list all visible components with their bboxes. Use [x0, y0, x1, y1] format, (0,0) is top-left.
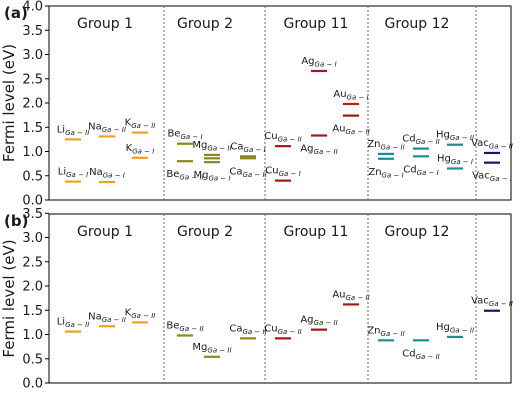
dopant-label: ZnGa − I	[368, 167, 403, 180]
y-tick-label: 0.0	[22, 377, 43, 392]
dopant-label: AgGa − I	[301, 56, 336, 69]
dopant-label: KGa − I	[126, 143, 155, 156]
dopant-label: CuGa − II	[264, 131, 302, 144]
dopant-label: LiGa − I	[58, 167, 88, 180]
y-tick-label: 2.5	[22, 72, 43, 87]
y-tick-label: 1.0	[22, 145, 43, 160]
y-tick-label: 0.0	[22, 194, 43, 209]
dopant-label: KGa − II	[125, 118, 156, 130]
dopant-label: AgGa − II	[300, 315, 337, 328]
dopant-label: LiGa − II	[57, 317, 90, 330]
y-tick-label: 1.5	[22, 304, 43, 319]
panel-label: (a)	[4, 4, 28, 22]
y-tick-label: 2.0	[22, 97, 43, 112]
y-axis-label: Fermi level (eV)	[0, 44, 18, 162]
group-title: Group 11	[284, 224, 349, 240]
y-tick-label: 3.5	[22, 24, 43, 39]
y-tick-label: 1.5	[22, 121, 43, 136]
group-title: Group 1	[77, 16, 133, 32]
dopant-label: LiGa − II	[57, 124, 90, 137]
dopant-label: CdGa − II	[402, 348, 440, 361]
dopant-label: ZnGa − II	[367, 325, 404, 338]
dopant-label: AuGa − I	[333, 89, 368, 102]
dopant-label: AuGa − II	[332, 289, 369, 302]
dopant-label: HgGa − I	[437, 153, 473, 166]
y-tick-label: 2.5	[22, 255, 43, 270]
dopant-label: VacGa − II	[471, 296, 513, 309]
dopant-label: CaGa − I	[230, 141, 265, 154]
dopant-label: VacGa − II	[471, 138, 513, 151]
y-tick-label: 3.0	[22, 48, 43, 63]
y-tick-label: 3.0	[22, 231, 43, 246]
y-tick-label: 0.5	[22, 169, 43, 184]
y-tick-label: 0.5	[22, 352, 43, 367]
dopant-label: CaGa − II	[229, 166, 266, 179]
y-tick-label: 3.5	[22, 207, 43, 222]
dopant-label: BeGa − I	[167, 129, 202, 142]
y-axis-label: Fermi level (eV)	[0, 239, 18, 357]
dopant-label: NaGa − II	[88, 121, 126, 134]
dopant-label: ZnGa − II	[367, 139, 404, 152]
dopant-label: MgGa − I	[193, 170, 230, 183]
group-title: Group 2	[177, 224, 233, 240]
dopant-label: CdGa − I	[403, 164, 438, 177]
panel-a: 0.0 0.5 1.0 1.5 2.0 2.5 3.0 3.5 4.0 Fermi level (…	[0, 0, 513, 209]
dopant-label: CuGa − I	[265, 166, 300, 179]
group-title: Group 11	[284, 16, 349, 32]
dopant-label: MgGa − II	[192, 140, 231, 153]
dopant-label: AuGa − II	[332, 124, 369, 137]
group-title: Group 12	[385, 16, 450, 32]
group-title: Group 2	[177, 16, 233, 32]
dopant-label: KGa − II	[125, 307, 156, 320]
group-title: Group 12	[385, 224, 450, 240]
dopant-label: BeGa − II	[166, 320, 203, 333]
dopant-label: HgGa − II	[436, 322, 474, 335]
dopant-label: VacGa − I	[472, 171, 512, 184]
dopant-label: HgGa − II	[436, 130, 474, 143]
dopant-label: AgGa − II	[300, 143, 337, 156]
axes-frame	[48, 213, 512, 384]
group-title: Group 1	[77, 224, 133, 240]
y-tick-label: 4.0	[22, 0, 43, 15]
y-tick-label: 2.0	[22, 280, 43, 295]
y-tick-label: 1.0	[22, 328, 43, 343]
dopant-label: NaGa − I	[89, 167, 125, 180]
panel-b: 0.0 0.5 1.0 1.5 2.0 2.5 3.0 3.5 Fermi level (eV)…	[0, 207, 513, 392]
dopant-label: CuGa − II	[264, 323, 302, 336]
dopant-label: CdGa − II	[402, 134, 440, 147]
dopant-label: MgGa − II	[192, 342, 231, 355]
panel-label: (b)	[4, 212, 28, 230]
dopant-label: BeGa − II	[166, 169, 203, 182]
dopant-label: NaGa − II	[88, 311, 126, 324]
dopant-label: CaGa − II	[229, 323, 266, 336]
